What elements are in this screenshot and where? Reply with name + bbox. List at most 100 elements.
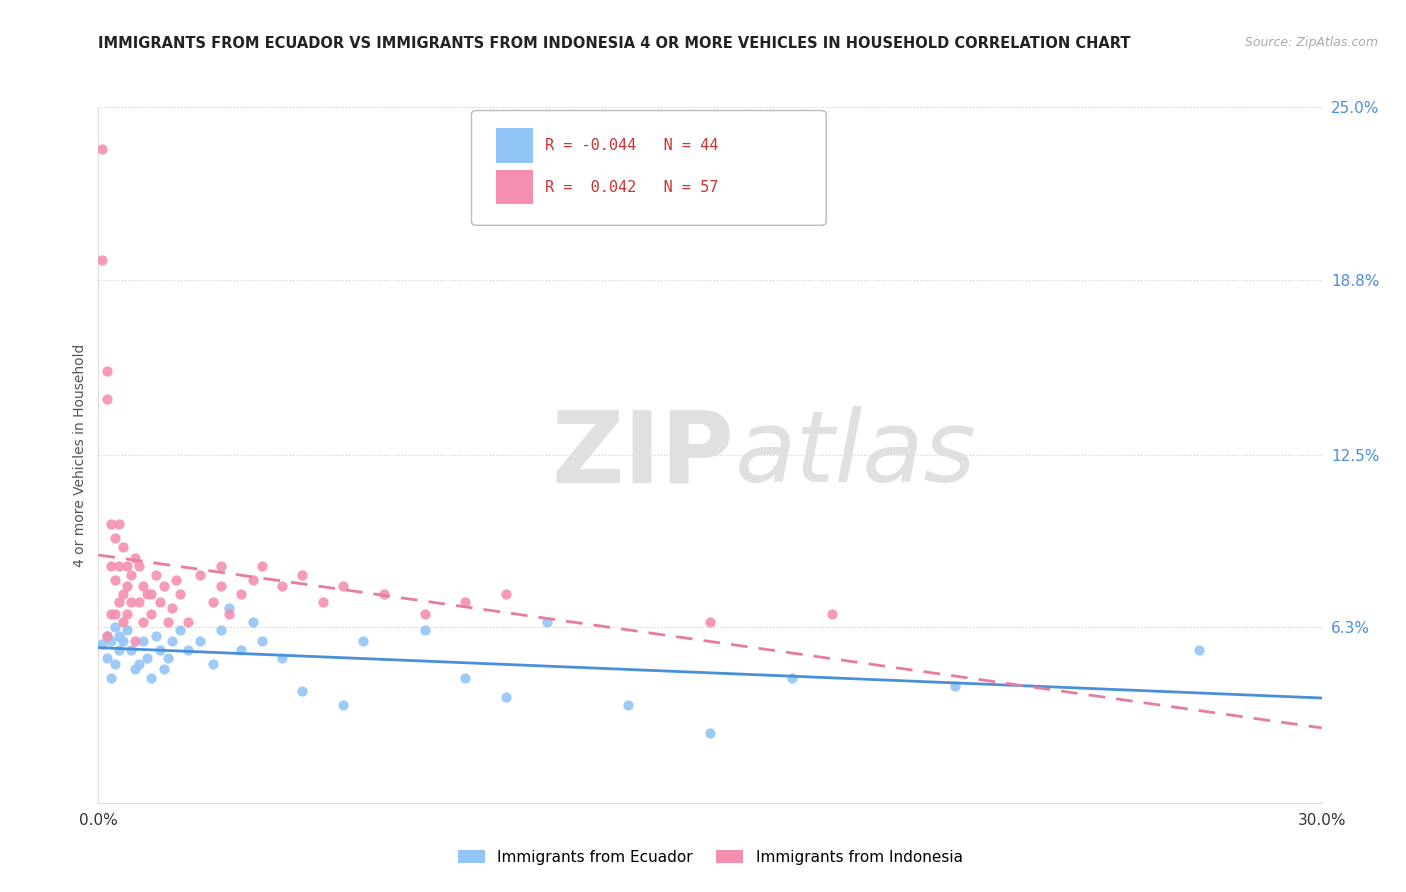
Point — [270, 651, 294, 665]
Point — [111, 587, 134, 601]
Point — [100, 517, 122, 532]
Point — [188, 567, 212, 582]
Point — [169, 587, 191, 601]
Point — [111, 540, 134, 554]
Point — [270, 579, 294, 593]
Point — [104, 620, 127, 634]
Point — [100, 671, 122, 685]
Point — [536, 615, 558, 629]
Point — [149, 642, 172, 657]
Point — [128, 595, 150, 609]
Point — [91, 253, 114, 268]
Point — [96, 629, 118, 643]
Point — [124, 662, 146, 676]
Point — [104, 573, 127, 587]
Point — [231, 642, 253, 657]
Point — [218, 607, 240, 621]
Text: R = -0.044   N = 44: R = -0.044 N = 44 — [546, 137, 718, 153]
Point — [160, 601, 183, 615]
Point — [231, 587, 253, 601]
Point — [120, 642, 142, 657]
Point — [242, 573, 264, 587]
Point — [96, 629, 118, 643]
Point — [209, 624, 232, 638]
Point — [115, 559, 138, 574]
Point — [104, 607, 127, 621]
Point — [120, 595, 142, 609]
Point — [91, 142, 114, 156]
Point — [96, 651, 118, 665]
Point — [145, 567, 167, 582]
Point — [96, 392, 118, 407]
Point — [699, 615, 721, 629]
Point — [177, 615, 200, 629]
Point — [188, 634, 212, 648]
Point — [617, 698, 640, 713]
Point — [413, 607, 436, 621]
Point — [332, 698, 354, 713]
FancyBboxPatch shape — [471, 111, 827, 226]
Point — [165, 573, 187, 587]
Point — [352, 634, 374, 648]
Point — [413, 624, 436, 638]
Point — [132, 634, 155, 648]
Point — [454, 595, 477, 609]
Point — [156, 651, 179, 665]
Point — [201, 595, 224, 609]
Point — [152, 662, 174, 676]
Point — [108, 559, 131, 574]
Point — [120, 567, 142, 582]
Text: R =  0.042   N = 57: R = 0.042 N = 57 — [546, 179, 718, 194]
Point — [128, 657, 150, 671]
Text: IMMIGRANTS FROM ECUADOR VS IMMIGRANTS FROM INDONESIA 4 OR MORE VEHICLES IN HOUSE: IMMIGRANTS FROM ECUADOR VS IMMIGRANTS FR… — [98, 36, 1130, 51]
Point — [141, 607, 163, 621]
Bar — [496, 128, 533, 162]
Point — [209, 579, 232, 593]
Point — [373, 587, 395, 601]
Point — [136, 651, 159, 665]
Point — [209, 559, 232, 574]
Point — [96, 364, 118, 378]
Point — [201, 657, 224, 671]
Point — [132, 615, 155, 629]
Point — [91, 637, 114, 651]
Point — [108, 517, 131, 532]
Point — [1188, 642, 1211, 657]
Point — [104, 657, 127, 671]
Point — [312, 595, 335, 609]
Text: atlas: atlas — [734, 407, 976, 503]
Point — [152, 579, 174, 593]
Point — [100, 559, 122, 574]
Point — [218, 601, 240, 615]
Point — [141, 671, 163, 685]
Point — [115, 607, 138, 621]
Point — [104, 532, 127, 546]
Point — [132, 579, 155, 593]
Point — [821, 607, 844, 621]
Point — [495, 587, 517, 601]
Point — [136, 587, 159, 601]
Point — [149, 595, 172, 609]
Point — [160, 634, 183, 648]
Point — [115, 579, 138, 593]
Point — [100, 607, 122, 621]
Point — [128, 559, 150, 574]
Point — [495, 690, 517, 704]
Point — [156, 615, 179, 629]
Point — [124, 550, 146, 565]
Point — [141, 587, 163, 601]
Point — [242, 615, 264, 629]
Point — [177, 642, 200, 657]
Point — [780, 671, 803, 685]
Bar — [496, 169, 533, 204]
Point — [124, 634, 146, 648]
Point — [111, 634, 134, 648]
Point — [291, 567, 314, 582]
Point — [250, 559, 273, 574]
Point — [699, 726, 721, 740]
Point — [145, 629, 167, 643]
Point — [943, 679, 966, 693]
Point — [108, 642, 131, 657]
Text: ZIP: ZIP — [551, 407, 734, 503]
Point — [332, 579, 354, 593]
